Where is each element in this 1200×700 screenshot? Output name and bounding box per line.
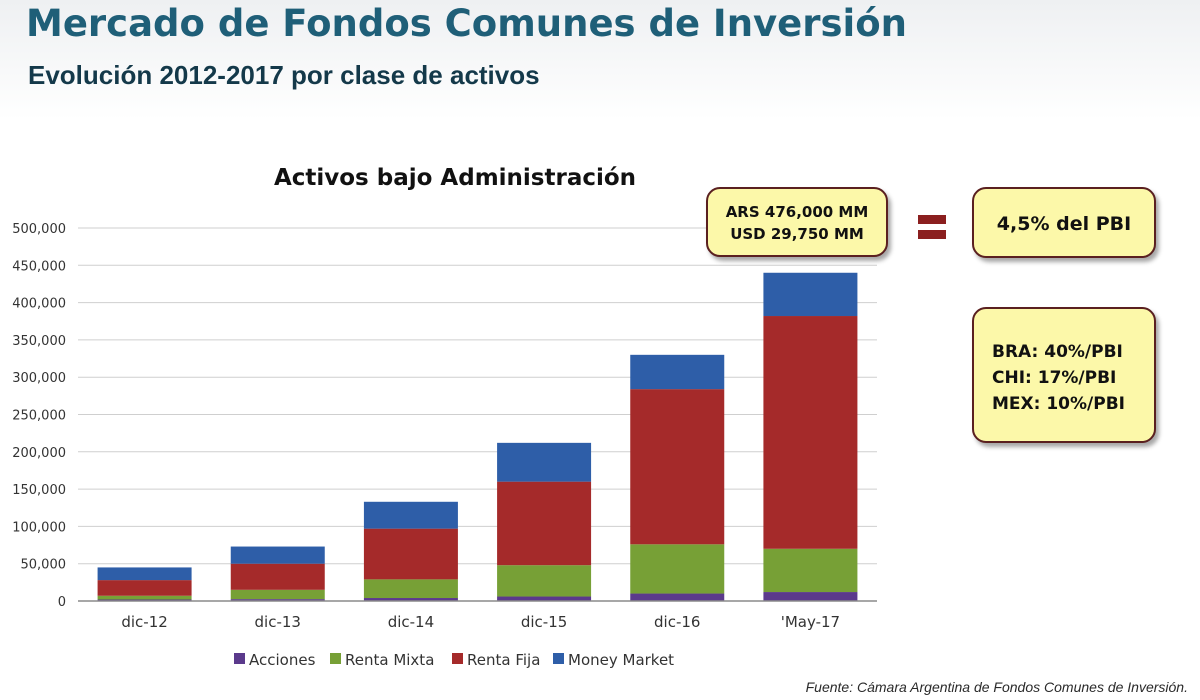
bar-segment-renta-fija xyxy=(763,316,858,549)
equals-sign-top xyxy=(918,215,946,224)
y-tick-label: 250,000 xyxy=(12,409,66,424)
legend-swatch xyxy=(452,653,463,664)
legend-swatch xyxy=(234,653,245,664)
page-title: Mercado de Fondos Comunes de Inversión xyxy=(26,2,907,45)
page-subtitle: Evolución 2012-2017 por clase de activos xyxy=(28,60,540,90)
x-tick-label: dic-16 xyxy=(654,613,700,631)
bar-segment-renta-fija xyxy=(497,481,592,566)
country-comparison-callout: BRA: 40%/PBI CHI: 17%/PBI MEX: 10%/PBI xyxy=(972,307,1156,443)
chart-title: Activos bajo Administración xyxy=(274,165,636,191)
bar-segment-renta-fija xyxy=(230,563,325,590)
source-note: Fuente: Cámara Argentina de Fondos Comun… xyxy=(805,679,1188,695)
legend-swatch xyxy=(330,653,341,664)
gdp-share-callout: 4,5% del PBI xyxy=(972,187,1156,258)
x-tick-label: dic-14 xyxy=(388,613,434,631)
bra-ratio: BRA: 40%/PBI xyxy=(992,342,1123,362)
bar-segment-renta-fija xyxy=(630,389,725,545)
y-tick-label: 500,000 xyxy=(12,222,66,237)
legend-label: Money Market xyxy=(568,651,674,669)
x-tick-label: dic-13 xyxy=(255,613,301,631)
bar-segment-renta-mixta xyxy=(97,595,192,600)
bar-segment-money-market xyxy=(763,272,858,317)
usd-total: USD 29,750 MM xyxy=(730,225,864,243)
y-tick-label: 150,000 xyxy=(12,483,66,498)
bar-segment-money-market xyxy=(497,442,592,482)
bar-segment-money-market xyxy=(363,501,458,529)
y-tick-label: 0 xyxy=(58,595,66,610)
gdp-share-text: 4,5% del PBI xyxy=(996,213,1132,235)
legend-swatch xyxy=(553,653,564,664)
legend-label: Renta Fija xyxy=(467,651,540,669)
bar-segment-acciones xyxy=(230,599,325,601)
legend-label: Acciones xyxy=(249,651,316,669)
total-assets-callout: ARS 476,000 MM USD 29,750 MM xyxy=(706,187,888,257)
x-tick-label: dic-15 xyxy=(521,613,567,631)
y-tick-label: 300,000 xyxy=(12,371,66,386)
bar-segment-renta-mixta xyxy=(763,548,858,593)
bar-segment-renta-mixta xyxy=(630,544,725,594)
bar-segment-renta-mixta xyxy=(363,579,458,599)
bar-segment-money-market xyxy=(630,354,725,390)
y-tick-label: 200,000 xyxy=(12,446,66,461)
bar-segment-acciones xyxy=(497,596,592,601)
mex-ratio: MEX: 10%/PBI xyxy=(992,394,1125,414)
bar-segment-acciones xyxy=(763,592,858,601)
legend-label: Renta Mixta xyxy=(345,651,434,669)
bar-segment-renta-mixta xyxy=(497,565,592,597)
chi-ratio: CHI: 17%/PBI xyxy=(992,368,1117,388)
x-tick-label: dic-12 xyxy=(121,613,167,631)
bar-segment-money-market xyxy=(97,567,192,581)
x-tick-label: 'May-17 xyxy=(781,613,840,631)
bar-segment-renta-fija xyxy=(363,528,458,580)
y-tick-label: 400,000 xyxy=(12,297,66,312)
bar-segment-renta-fija xyxy=(97,580,192,596)
ars-total: ARS 476,000 MM xyxy=(725,203,869,221)
bar-segment-acciones xyxy=(363,598,458,601)
y-tick-label: 450,000 xyxy=(12,259,66,274)
bar-segment-renta-mixta xyxy=(230,589,325,600)
y-tick-label: 50,000 xyxy=(21,558,67,573)
equals-sign-bottom xyxy=(918,230,946,239)
bar-segment-acciones xyxy=(630,593,725,601)
y-tick-label: 100,000 xyxy=(12,520,66,535)
bar-segment-money-market xyxy=(230,546,325,564)
y-tick-label: 350,000 xyxy=(12,334,66,349)
